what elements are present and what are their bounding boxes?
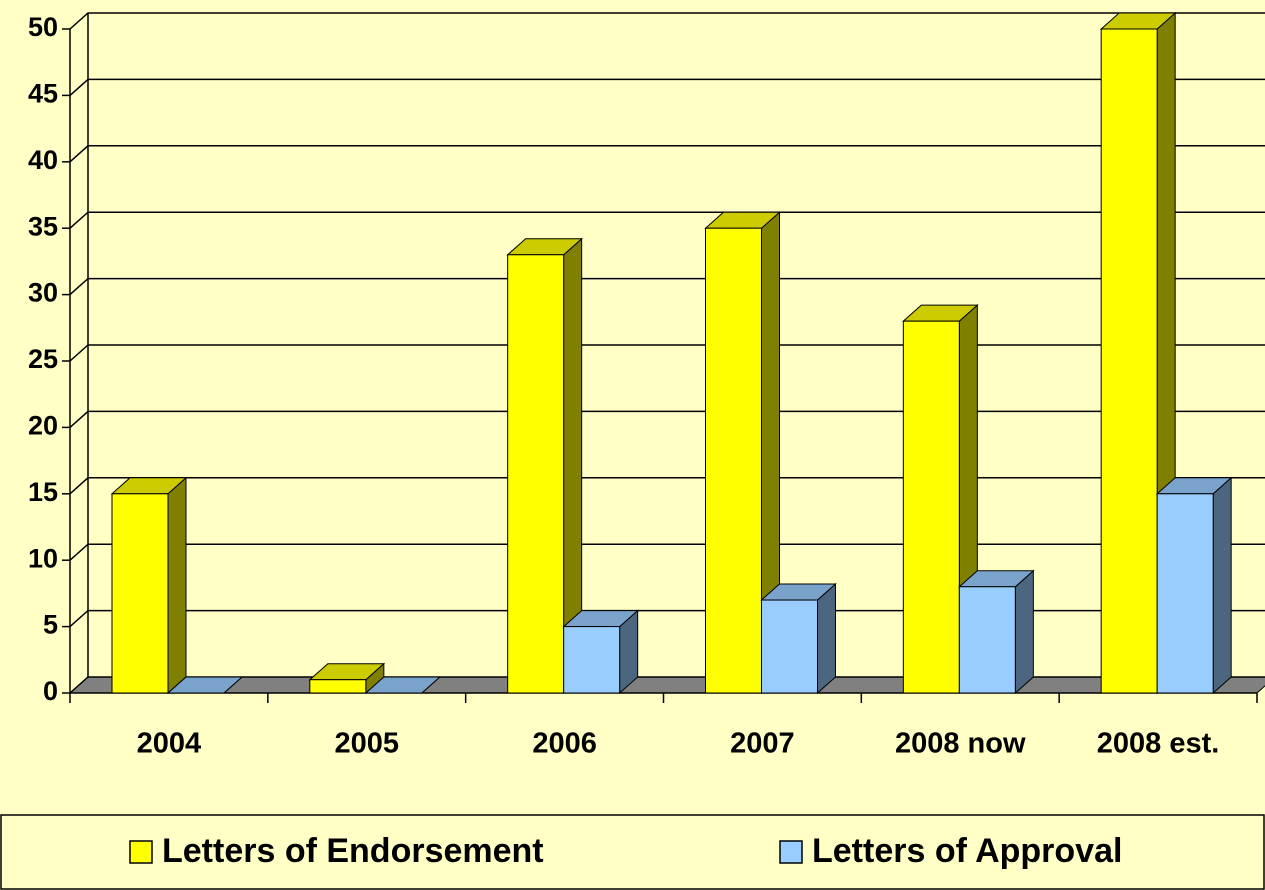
x-tick-label: 2008 now [895,728,1026,760]
y-tick-label: 25 [28,344,58,374]
bar [1156,493,1214,694]
bar [507,254,565,694]
y-tick-label: 15 [28,477,58,507]
bar [111,493,169,694]
legend-box [0,814,1265,890]
x-tick-label: 2007 [730,728,795,760]
y-tick-label: 40 [28,145,58,175]
grid-line [69,277,1265,296]
grid-line [69,78,1265,96]
y-tick-label: 10 [28,543,58,573]
x-tick-label: 2008 est. [1097,728,1220,760]
legend-swatch [779,840,803,864]
bar [902,320,960,694]
bar-side [167,476,187,695]
bar-side [1014,569,1034,695]
grid-line [69,145,1265,163]
y-tick-label: 50 [28,12,58,42]
bar-top [364,676,442,694]
x-tick-label: 2006 [532,728,597,760]
y-tick-label: 20 [28,411,58,441]
floor [68,676,1265,694]
bar [705,227,762,694]
y-tick-label: 0 [43,676,58,706]
grid-line [69,609,1265,628]
y-tick-label: 45 [28,79,58,109]
y-tick-label: 30 [28,278,58,308]
bar [563,626,621,694]
legend-label: Letters of Approval [812,832,1122,870]
grid-line [69,477,1265,495]
legend-label: Letters of Endorsement [162,832,544,870]
bar [958,586,1016,694]
x-tick-label: 2005 [334,728,399,760]
grid-line [69,211,1265,229]
y-tick-label: 5 [43,610,58,640]
bar-side [817,582,836,695]
grid-line [69,410,1265,428]
y-tick-label: 35 [28,211,58,241]
bar [1100,28,1158,694]
grid-line [69,12,1265,30]
bar-side [1212,476,1232,695]
bar [309,679,367,694]
x-tick-label: 2004 [137,728,202,760]
bar [761,599,818,694]
bar-top [166,676,244,694]
grid-line [69,543,1265,561]
legend-swatch [129,840,153,864]
grid-line [69,344,1265,362]
grid-line [69,676,1265,694]
